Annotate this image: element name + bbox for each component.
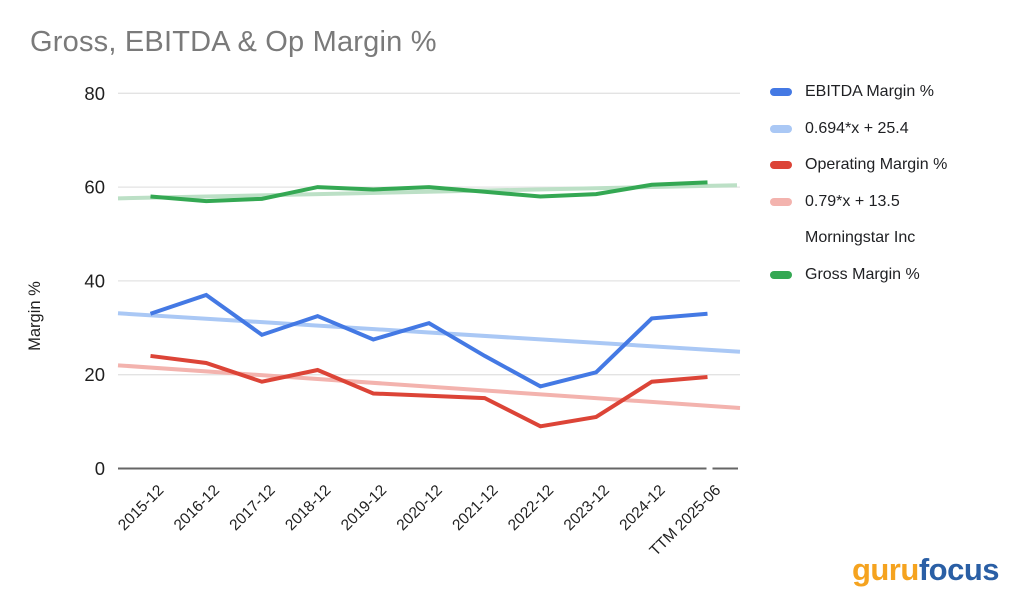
series-line[interactable] bbox=[150, 353, 708, 429]
legend-swatch-gross bbox=[770, 270, 792, 279]
x-axis-tick-labels: 2015-12 2016-12 2017-12 2018-12 2019-12 2020-… bbox=[115, 482, 724, 560]
legend-item-operating-trend[interactable]: 0.79*x + 13.5 bbox=[770, 192, 1000, 210]
legend-swatch-operating bbox=[770, 161, 792, 169]
x-tick-label: 2019-12 bbox=[338, 482, 390, 534]
legend-swatch-ebitda bbox=[770, 88, 792, 96]
x-tick-label: 2024-12 bbox=[616, 482, 668, 534]
gridlines bbox=[118, 92, 740, 470]
x-tick-label: 2022-12 bbox=[505, 482, 557, 534]
y-axis-tick-labels: 0 20 40 60 80 bbox=[84, 83, 105, 479]
logo-guru-text: guru bbox=[851, 552, 919, 587]
legend-item-ebitda-trend[interactable]: 0.694*x + 25.4 bbox=[770, 119, 1000, 137]
chart-title: Gross, EBITDA & Op Margin % bbox=[30, 26, 437, 58]
data-series-lines bbox=[149, 180, 708, 429]
series-line[interactable] bbox=[149, 292, 708, 389]
x-tick-label: 2016-12 bbox=[171, 482, 223, 534]
legend-item-operating-margin[interactable]: Operating Margin % bbox=[770, 156, 1000, 173]
logo-focus-text: focus bbox=[918, 552, 1000, 587]
trend-line bbox=[117, 363, 741, 410]
x-tick-label: 2021-12 bbox=[449, 482, 501, 534]
legend-item-gross-margin[interactable]: Gross Margin % bbox=[770, 265, 1000, 283]
x-tick-label: 2023-12 bbox=[561, 482, 613, 534]
legend-label: Operating Margin % bbox=[805, 156, 948, 173]
gurufocus-logo: gurufocus bbox=[851, 552, 1000, 588]
y-tick-label: 20 bbox=[84, 364, 105, 385]
legend-label: EBITDA Margin % bbox=[805, 83, 934, 100]
legend-label: Gross Margin % bbox=[805, 265, 920, 283]
legend: EBITDA Margin % 0.694*x + 25.4 Operating… bbox=[770, 83, 1000, 303]
legend-label: 0.79*x + 13.5 bbox=[805, 192, 900, 210]
y-tick-label: 60 bbox=[84, 177, 105, 198]
x-tick-label: 2020-12 bbox=[394, 482, 446, 534]
legend-swatch-operating-trend bbox=[770, 197, 792, 206]
series-line[interactable] bbox=[150, 180, 708, 204]
trend-line bbox=[117, 311, 741, 354]
y-tick-label: 80 bbox=[84, 83, 105, 104]
legend-label: 0.694*x + 25.4 bbox=[805, 119, 909, 137]
legend-swatch-ebitda-trend bbox=[770, 124, 792, 133]
x-tick-label: 2017-12 bbox=[226, 482, 278, 534]
x-tick-label: 2018-12 bbox=[282, 482, 334, 534]
y-axis-title: Margin % bbox=[26, 281, 44, 351]
legend-item-ebitda-margin[interactable]: EBITDA Margin % bbox=[770, 83, 1000, 100]
x-tick-label: 2015-12 bbox=[115, 482, 167, 534]
y-tick-label: 0 bbox=[95, 458, 105, 479]
legend-item-morningstar[interactable]: Morningstar Inc bbox=[770, 229, 1000, 246]
y-tick-label: 40 bbox=[84, 270, 105, 291]
legend-label: Morningstar Inc bbox=[805, 229, 916, 246]
